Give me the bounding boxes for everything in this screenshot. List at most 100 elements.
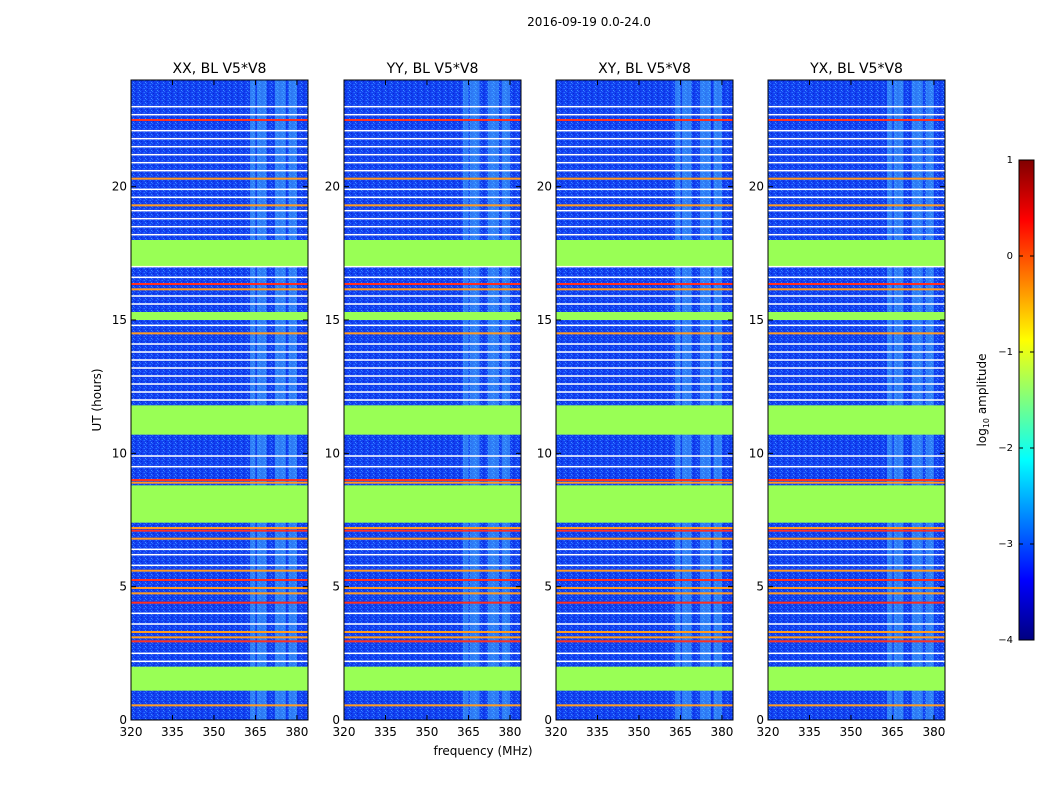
- data-gap-line: [344, 217, 521, 220]
- data-gap-line: [344, 660, 521, 663]
- rfi-line: [768, 569, 945, 572]
- y-tick-label: 15: [325, 313, 340, 327]
- rfi-line: [556, 704, 733, 707]
- rfi-line: [556, 569, 733, 572]
- y-tick-label: 0: [119, 713, 127, 727]
- x-tick-label: 365: [244, 725, 267, 739]
- panel-frame: [130, 79, 309, 721]
- x-tick-label: 320: [120, 725, 143, 739]
- data-gap-line: [768, 623, 945, 625]
- data-gap-line: [556, 233, 733, 236]
- data-gap-line: [344, 129, 521, 132]
- figure-title: 2016-09-19 0.0-24.0: [527, 15, 651, 29]
- data-gap-line: [131, 137, 308, 140]
- rfi-line: [556, 636, 733, 639]
- flagged-block: [344, 240, 521, 267]
- data-gap-line: [344, 367, 521, 369]
- x-tick-label: 350: [203, 725, 226, 739]
- data-gap-line: [556, 367, 733, 369]
- data-gap-line: [344, 233, 521, 236]
- data-gap-line: [768, 455, 945, 457]
- data-gap-line: [556, 153, 733, 156]
- panel-title: YX, BL V5*V8: [809, 61, 903, 77]
- rfi-line: [131, 288, 308, 291]
- rfi-line: [556, 587, 733, 589]
- rfi-line: [131, 204, 308, 207]
- data-gap-line: [768, 153, 945, 156]
- rfi-line: [768, 332, 945, 335]
- x-tick-label: 320: [545, 725, 568, 739]
- rfi-line: [768, 283, 945, 285]
- flagged-block: [344, 485, 521, 523]
- data-gap-line: [344, 105, 521, 108]
- data-gap-line: [344, 375, 521, 377]
- data-gap-line: [131, 623, 308, 625]
- data-gap-line: [131, 265, 308, 268]
- data-gap-line: [768, 553, 945, 556]
- data-gap-line: [768, 196, 945, 199]
- rfi-line: [131, 177, 308, 180]
- rfi-line: [768, 537, 945, 540]
- rfi-line: [344, 537, 521, 540]
- data-gap-line: [344, 137, 521, 140]
- spectrogram-panel: YY, BL V5*V8 320 335 350 365 380 0 5 10 15 20: [325, 61, 522, 739]
- y-tick-label: 0: [332, 713, 340, 727]
- data-gap-line: [768, 265, 945, 268]
- x-tick-label: 380: [285, 725, 308, 739]
- data-gap-line: [131, 196, 308, 199]
- x-tick-label: 365: [669, 725, 692, 739]
- data-gap-line: [344, 343, 521, 345]
- data-gap-line: [556, 623, 733, 625]
- data-gap-line: [131, 351, 308, 353]
- flagged-block: [768, 405, 945, 435]
- data-gap-line: [768, 375, 945, 377]
- data-gap-line: [131, 612, 308, 615]
- data-gap-line: [344, 612, 521, 615]
- data-gap-line: [556, 209, 733, 212]
- rfi-line: [131, 527, 308, 529]
- x-tick-label: 380: [922, 725, 945, 739]
- data-gap-line: [768, 660, 945, 663]
- data-gap-line: [556, 188, 733, 191]
- y-tick-label: 5: [332, 580, 340, 594]
- data-gap-line: [344, 113, 521, 116]
- data-gap-line: [768, 113, 945, 116]
- rfi-line: [131, 537, 308, 540]
- data-gap-line: [556, 324, 733, 327]
- rfi-line: [131, 481, 308, 484]
- rfi-line: [768, 592, 945, 595]
- data-gap-line: [556, 399, 733, 401]
- y-tick-label: 0: [756, 713, 764, 727]
- data-gap-line: [344, 455, 521, 457]
- colorbar-gradient: [1018, 159, 1035, 641]
- rfi-line: [344, 288, 521, 291]
- rfi-line: [768, 527, 945, 529]
- data-gap-line: [556, 196, 733, 199]
- rfi-line: [768, 119, 945, 121]
- rfi-line: [556, 601, 733, 604]
- data-gap-line: [768, 295, 945, 297]
- rfi-line: [556, 479, 733, 481]
- rfi-line: [344, 529, 521, 532]
- data-gap-line: [131, 169, 308, 172]
- y-tick-label: 20: [749, 180, 764, 194]
- data-gap-line: [556, 169, 733, 172]
- data-gap-line: [556, 161, 733, 164]
- colorbar-tick-label: 0: [1007, 251, 1013, 262]
- rfi-line: [556, 631, 733, 633]
- data-gap-line: [344, 564, 521, 567]
- flagged-block: [556, 240, 733, 267]
- rfi-line: [344, 601, 521, 604]
- data-gap-line: [556, 129, 733, 132]
- data-gap-line: [768, 383, 945, 385]
- data-gap-line: [556, 303, 733, 305]
- rfi-line: [131, 119, 308, 121]
- rfi-line: [556, 481, 733, 484]
- x-tick-label: 320: [333, 725, 356, 739]
- rfi-line: [344, 481, 521, 484]
- data-gap-line: [344, 383, 521, 385]
- y-tick-label: 10: [749, 446, 764, 460]
- data-gap-line: [768, 105, 945, 108]
- rfi-line: [344, 592, 521, 595]
